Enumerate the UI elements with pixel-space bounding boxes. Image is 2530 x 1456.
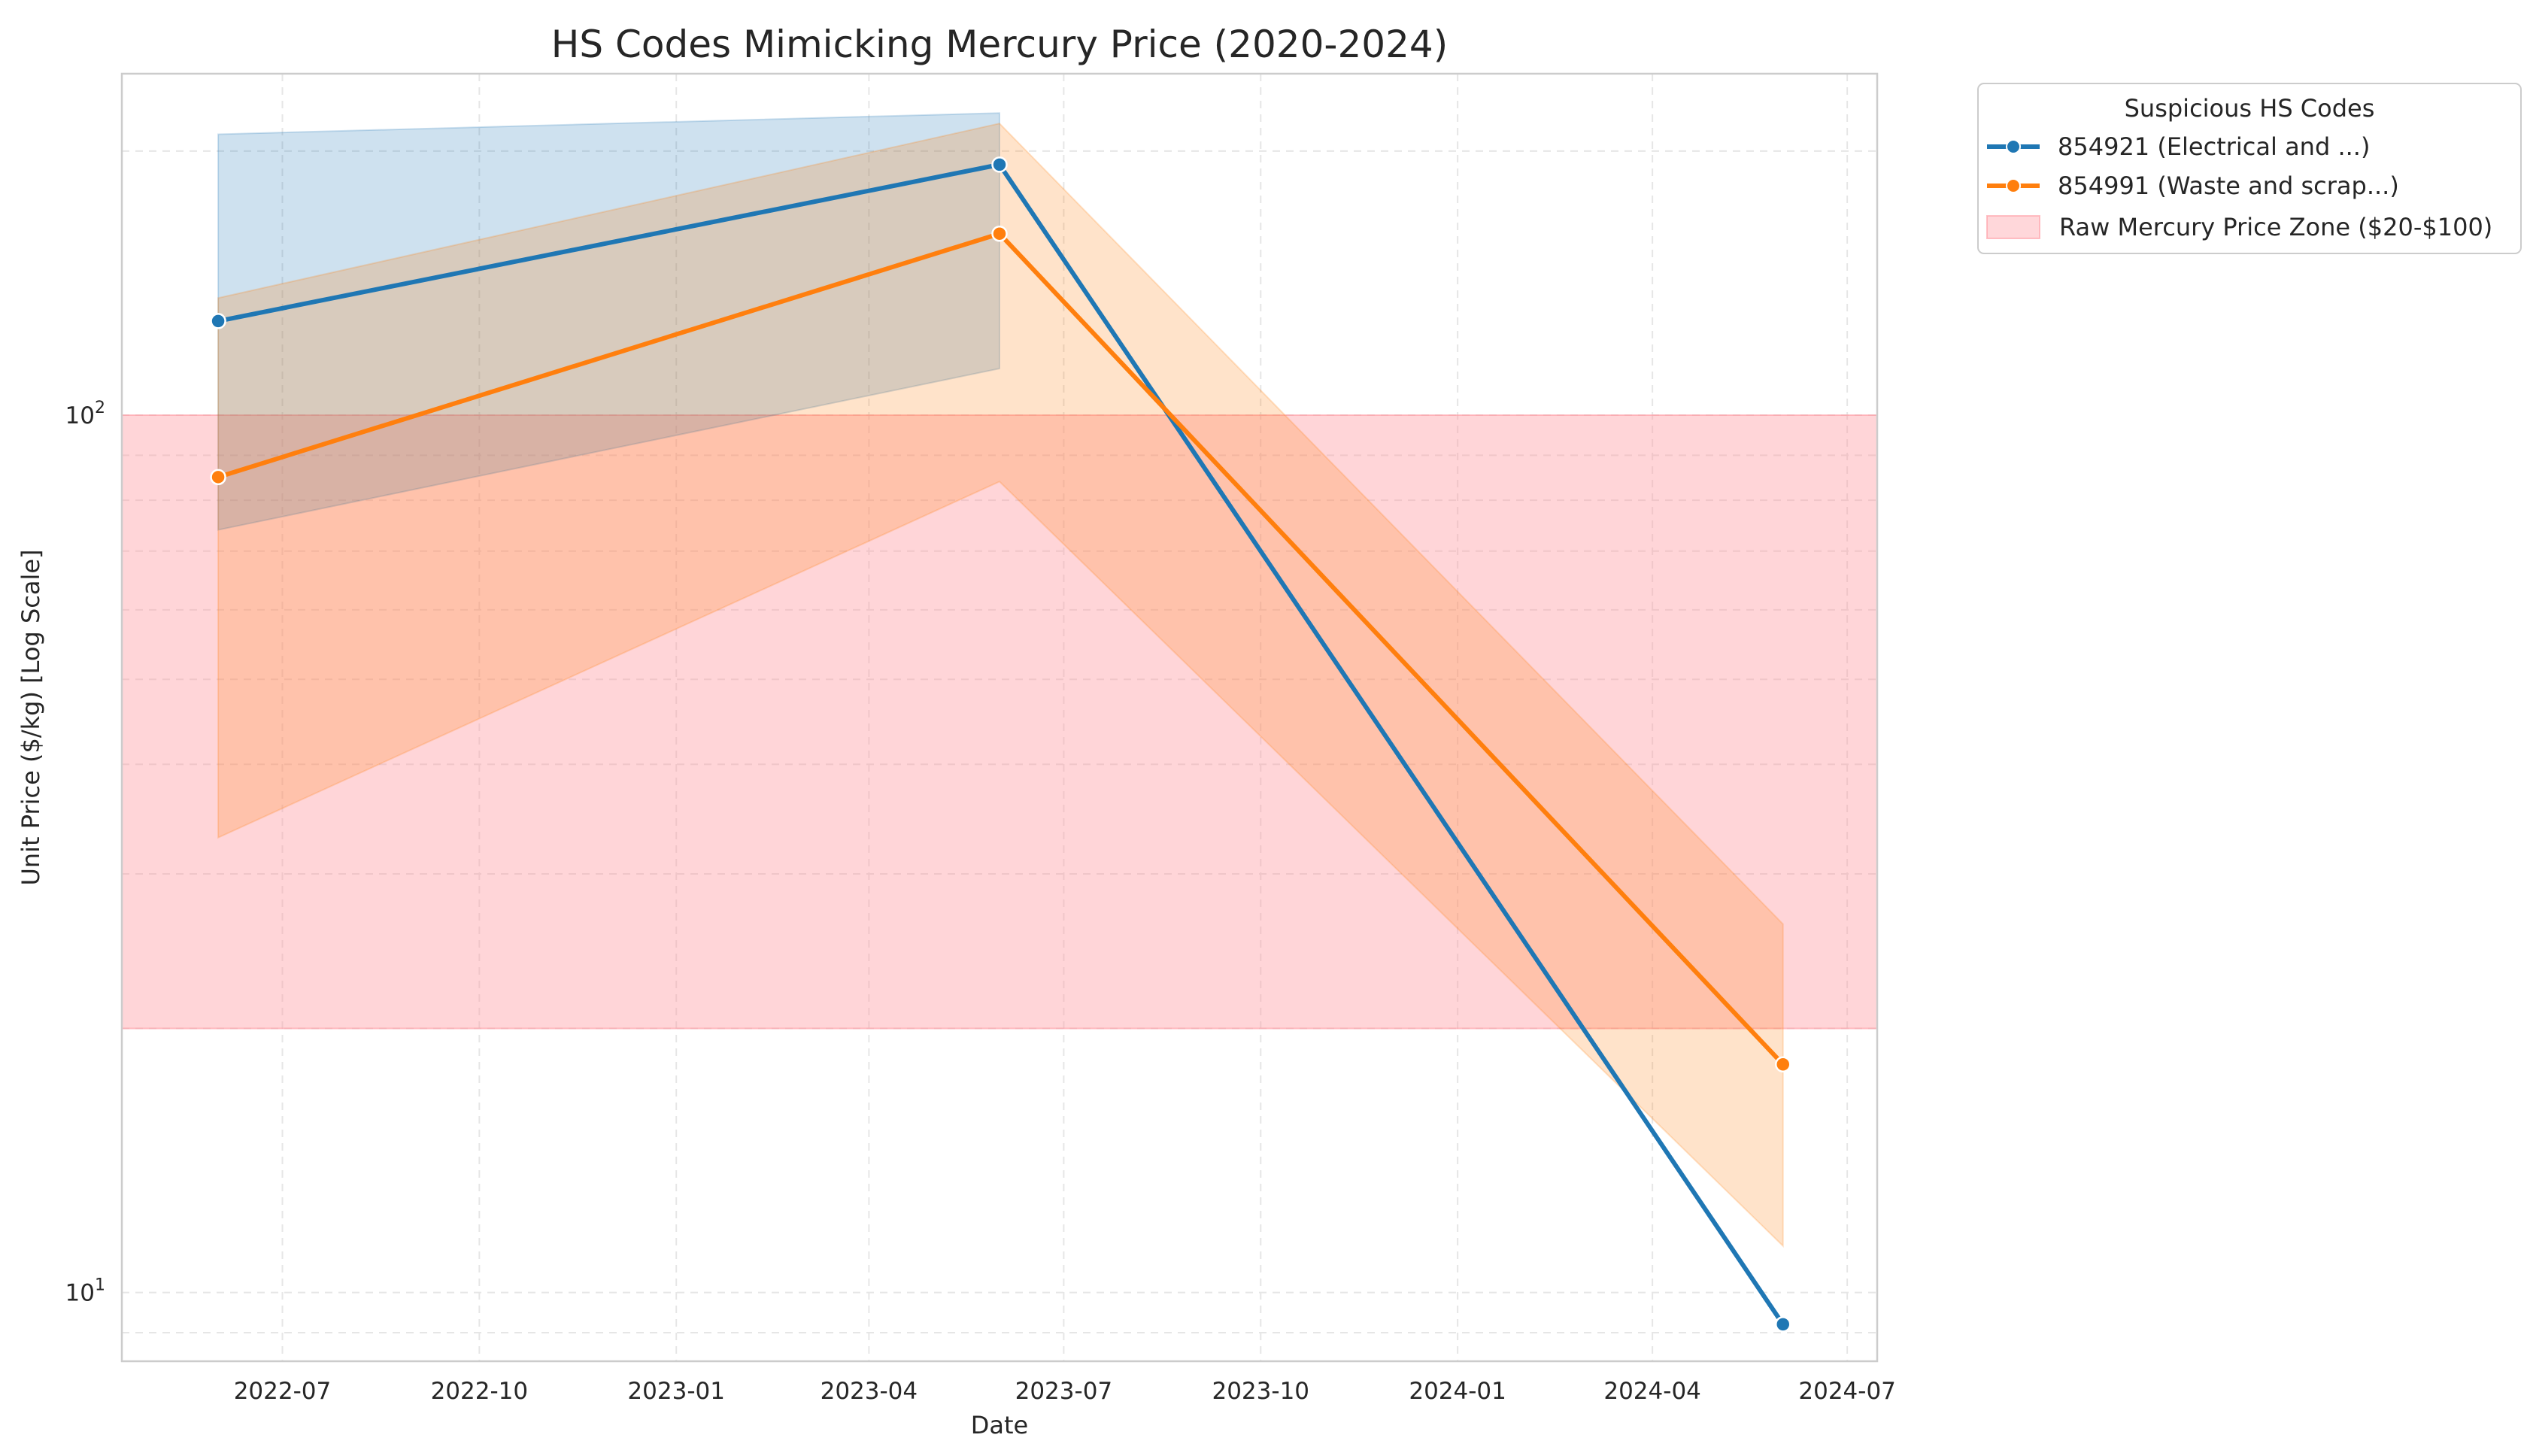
x-tick-label-4: 2023-07 <box>1015 1378 1113 1405</box>
legend-label-854921: 854921 (Electrical and ...) <box>2058 132 2370 161</box>
legend-title: Suspicious HS Codes <box>2125 94 2375 123</box>
data-point-series-0-1 <box>991 156 1008 173</box>
x-axis-label: Date <box>971 1411 1028 1439</box>
confidence-band-layer <box>217 112 1784 1248</box>
plot-frame <box>120 72 1879 1363</box>
legend-swatch-mercury-zone <box>1986 215 2040 239</box>
data-point-series-1-0 <box>210 469 226 486</box>
mercury-price-zone-band <box>122 415 1877 1029</box>
x-tick-label-8: 2024-07 <box>1798 1378 1896 1405</box>
legend-label-854991: 854991 (Waste and scrap...) <box>2058 171 2399 200</box>
data-point-series-1-1 <box>991 225 1008 242</box>
y-tick-label-0: 101 <box>65 1276 105 1307</box>
legend-marker-854991 <box>2006 178 2021 193</box>
legend-label-mercury-zone: Raw Mercury Price Zone ($20-$100) <box>2059 213 2492 241</box>
data-point-series-1-2 <box>1775 1056 1791 1072</box>
x-tick-label-0: 2022-07 <box>234 1378 332 1405</box>
ci-band-series-1 <box>217 123 1784 1248</box>
x-tick-label-5: 2023-10 <box>1212 1378 1309 1405</box>
data-point-series-0-2 <box>1775 1316 1791 1333</box>
x-tick-label-1: 2022-10 <box>431 1378 529 1405</box>
data-point-layer <box>210 156 1791 1333</box>
legend-frame <box>1977 83 2522 254</box>
reference-band-layer <box>122 414 1877 1030</box>
data-point-series-0-0 <box>210 313 226 329</box>
y-axis-ticks: 101 102 <box>65 399 105 1307</box>
x-tick-label-3: 2023-04 <box>821 1378 918 1405</box>
legend: Suspicious HS Codes 854921 (Electrical a… <box>1977 83 2522 254</box>
grid-layer <box>122 74 1877 1361</box>
ci-band-series-0 <box>217 112 1000 531</box>
x-tick-label-6: 2024-01 <box>1409 1378 1506 1405</box>
chart-title: HS Codes Mimicking Mercury Price (2020-2… <box>551 23 1448 66</box>
legend-marker-854921 <box>2006 139 2021 154</box>
x-tick-label-2: 2023-01 <box>627 1378 725 1405</box>
x-tick-label-7: 2024-04 <box>1603 1378 1701 1405</box>
y-axis-label: Unit Price ($/kg) [Log Scale] <box>17 549 45 885</box>
x-axis-ticks: 2022-07 2022-10 2023-01 2023-04 2023-07 2023-… <box>234 1378 1896 1405</box>
y-tick-label-1: 102 <box>65 399 105 429</box>
